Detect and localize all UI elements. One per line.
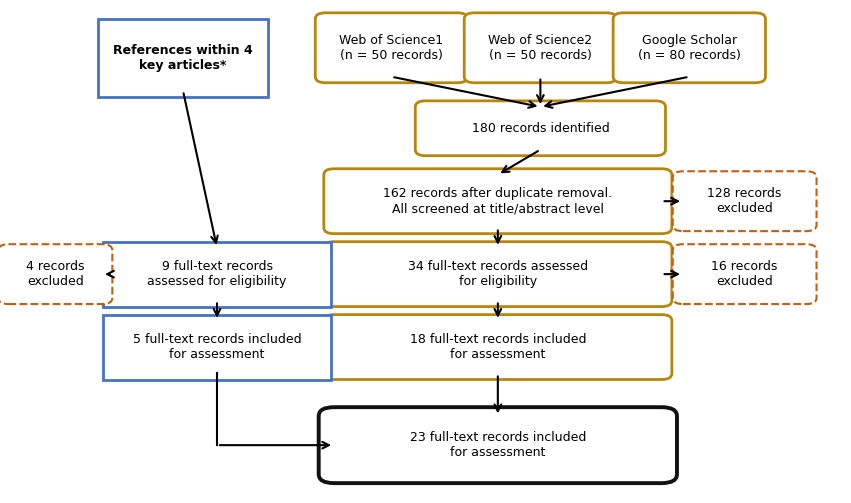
Text: 5 full-text records included
for assessment: 5 full-text records included for assessm… xyxy=(133,333,301,361)
FancyBboxPatch shape xyxy=(415,101,665,156)
Text: 128 records
excluded: 128 records excluded xyxy=(707,187,782,215)
Text: References within 4
key articles*: References within 4 key articles* xyxy=(113,44,253,72)
Text: 18 full-text records included
for assessment: 18 full-text records included for assess… xyxy=(409,333,586,361)
FancyBboxPatch shape xyxy=(465,13,616,83)
Text: 23 full-text records included
for assessment: 23 full-text records included for assess… xyxy=(409,431,586,459)
FancyBboxPatch shape xyxy=(672,171,816,231)
Text: 34 full-text records assessed
for eligibility: 34 full-text records assessed for eligib… xyxy=(408,260,588,288)
FancyBboxPatch shape xyxy=(0,244,112,304)
FancyBboxPatch shape xyxy=(318,407,677,483)
FancyBboxPatch shape xyxy=(323,241,672,307)
Text: Google Scholar
(n = 80 records): Google Scholar (n = 80 records) xyxy=(638,34,740,62)
FancyBboxPatch shape xyxy=(99,19,267,97)
Text: Web of Science1
(n = 50 records): Web of Science1 (n = 50 records) xyxy=(340,34,443,62)
FancyBboxPatch shape xyxy=(323,169,672,234)
Text: Web of Science2
(n = 50 records): Web of Science2 (n = 50 records) xyxy=(488,34,592,62)
Text: 16 records
excluded: 16 records excluded xyxy=(711,260,778,288)
Text: 4 records
excluded: 4 records excluded xyxy=(26,260,84,288)
FancyBboxPatch shape xyxy=(102,315,331,380)
Text: 162 records after duplicate removal.
All screened at title/abstract level: 162 records after duplicate removal. All… xyxy=(383,187,613,215)
FancyBboxPatch shape xyxy=(672,244,816,304)
FancyBboxPatch shape xyxy=(102,241,331,307)
FancyBboxPatch shape xyxy=(315,13,468,83)
Text: 9 full-text records
assessed for eligibility: 9 full-text records assessed for eligibi… xyxy=(147,260,287,288)
FancyBboxPatch shape xyxy=(613,13,765,83)
FancyBboxPatch shape xyxy=(323,315,672,380)
Text: 180 records identified: 180 records identified xyxy=(471,122,609,135)
